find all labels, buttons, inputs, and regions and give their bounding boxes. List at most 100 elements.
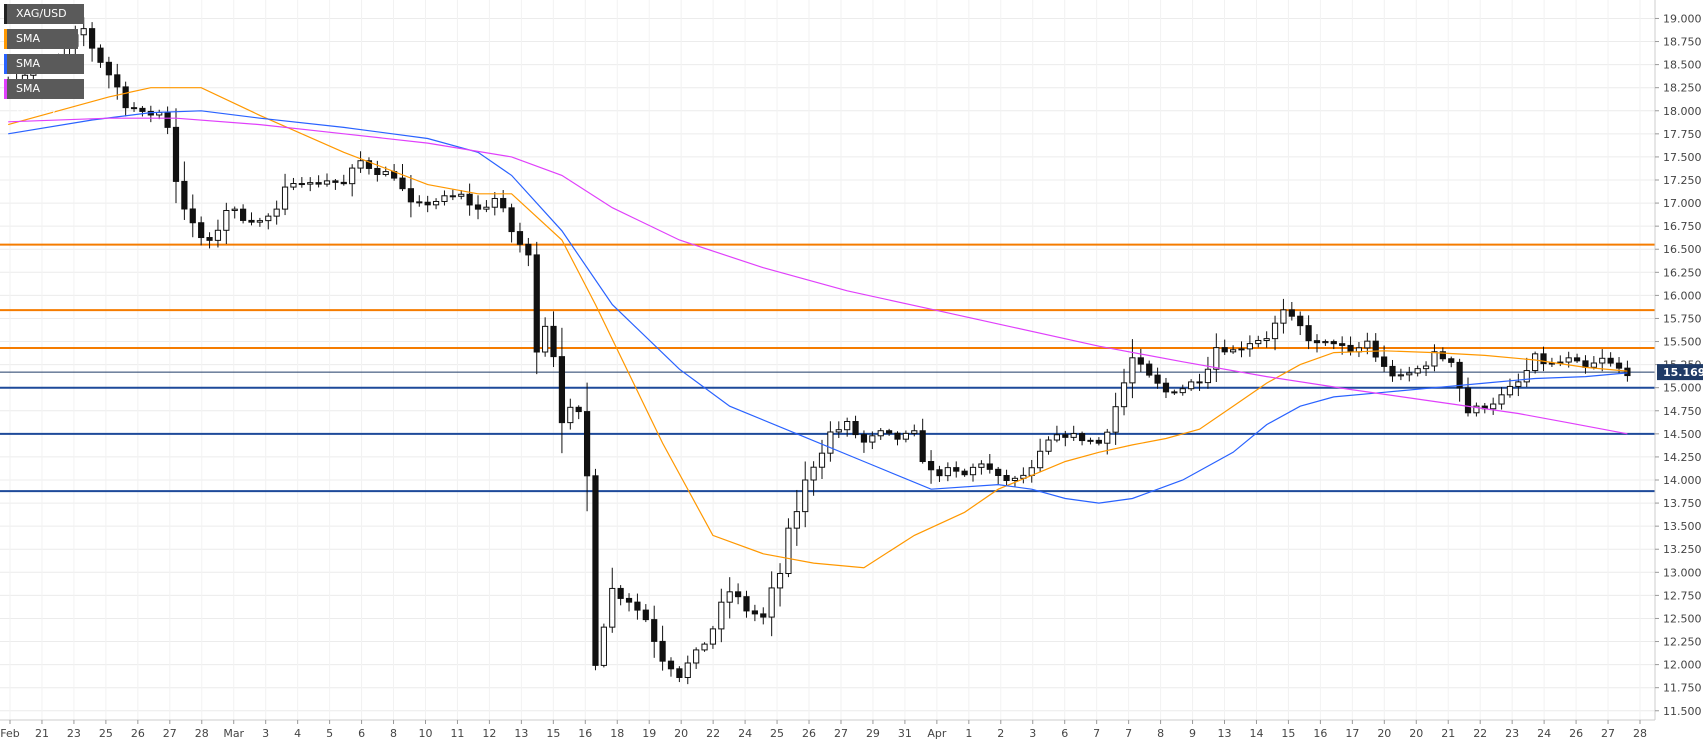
candle-body (827, 431, 834, 454)
candle-body (676, 668, 683, 678)
horizontal-levels (0, 243, 1655, 493)
candle-body (105, 61, 112, 76)
candle-body (1582, 360, 1589, 368)
candle-body (1615, 362, 1623, 369)
x-tick-label: 6 (358, 727, 365, 740)
candle-body (1045, 439, 1052, 452)
last-price-tag: 15.169 (1657, 364, 1705, 381)
candle-body (265, 215, 272, 222)
candle-body (1397, 374, 1404, 377)
candle-body (1011, 477, 1019, 482)
x-tick-label: 24 (1537, 727, 1551, 740)
candle-body (1078, 433, 1086, 442)
y-tick-label: 11.500 (1663, 705, 1702, 718)
candle-body (802, 479, 809, 513)
candle-body (1339, 343, 1346, 346)
candle-body (810, 466, 817, 481)
candle-body (978, 463, 985, 468)
candle-body (500, 197, 507, 209)
candle-body (860, 434, 868, 443)
candle-body (852, 421, 859, 436)
x-tick-label: 3 (1029, 727, 1036, 740)
candle-body (1389, 365, 1396, 377)
y-tick-label: 15.000 (1663, 382, 1702, 395)
candle-body (1573, 357, 1581, 362)
candle-body (1288, 309, 1295, 317)
candle-body (88, 28, 96, 49)
candle-body (709, 628, 717, 645)
x-tick-label: 25 (770, 727, 784, 740)
x-tick-label: 16 (1313, 727, 1327, 740)
candle-body (986, 463, 993, 470)
candle-body (718, 601, 725, 630)
candle-body (651, 619, 658, 642)
candle-body (1129, 357, 1136, 384)
y-axis-ticks: 11.500 11.750 12.000 12.250 12.500 12.750 13.0… (1655, 12, 1702, 718)
candle-body (80, 28, 87, 36)
candle-body (332, 180, 339, 183)
x-tick-label: 16 (578, 727, 592, 740)
candle-body (298, 183, 305, 186)
candle-body (642, 609, 649, 621)
candle-body (1112, 406, 1119, 433)
x-tick-label: 19 (642, 727, 656, 740)
candle-body (701, 643, 708, 651)
candle-body (1523, 370, 1530, 383)
legend-swatch (4, 79, 7, 99)
candle-body (1448, 358, 1455, 363)
candle-body (1431, 351, 1438, 367)
candle-body (768, 587, 775, 618)
candle-body (609, 587, 616, 628)
y-tick-label: 16.000 (1663, 289, 1702, 302)
x-tick-label: 27 (834, 727, 848, 740)
candle-body (1297, 315, 1304, 327)
y-tick-label: 12.500 (1663, 612, 1702, 625)
candle-body (1464, 387, 1472, 414)
candle-body (1624, 367, 1631, 377)
candle-body (667, 660, 675, 670)
x-tick-label: 24 (738, 727, 752, 740)
candle-body (1263, 338, 1270, 341)
candle-body (1506, 385, 1514, 396)
candle-body (1473, 405, 1480, 414)
candle-body (164, 112, 171, 128)
candle-body (1305, 325, 1312, 342)
candle-body (516, 231, 524, 245)
x-tick-label: 22 (1473, 727, 1487, 740)
candle-body (1313, 340, 1321, 344)
candle-body (458, 193, 465, 197)
y-tick-label: 17.750 (1663, 128, 1702, 141)
candle-body (1255, 339, 1262, 345)
y-tick-label: 17.000 (1663, 197, 1702, 210)
candle-body (1070, 433, 1077, 438)
x-tick-label: 6 (1061, 727, 1068, 740)
candle-body (1607, 357, 1614, 364)
candle-body (189, 208, 196, 224)
candle-body (894, 432, 901, 440)
candle-body (944, 467, 951, 477)
legend: XAG/USD SMA (50,0) SMA (100,0) SMA (200,… (4, 4, 84, 115)
x-tick-label: 29 (866, 727, 880, 740)
x-tick-label: 27 (163, 727, 177, 740)
candle-body (1246, 343, 1253, 350)
candle-body (441, 195, 448, 202)
y-tick-label: 18.500 (1663, 59, 1702, 72)
y-tick-label: 15.750 (1663, 312, 1702, 325)
chart-grid (0, 0, 1655, 720)
x-tick-label: 3 (262, 727, 269, 740)
candle-body (911, 430, 918, 434)
candle-body (382, 171, 389, 175)
candle-body (466, 193, 473, 206)
candle-body (969, 466, 977, 476)
candle-body (575, 406, 582, 413)
candle-body (432, 200, 440, 206)
candle-body (751, 610, 758, 615)
candle-body (684, 662, 691, 678)
y-tick-label: 14.750 (1663, 405, 1702, 418)
candle-body (114, 74, 121, 88)
candle-body (97, 47, 104, 63)
y-tick-label: 16.750 (1663, 220, 1702, 233)
y-tick-label: 13.250 (1663, 543, 1702, 556)
candle-body (634, 601, 641, 611)
